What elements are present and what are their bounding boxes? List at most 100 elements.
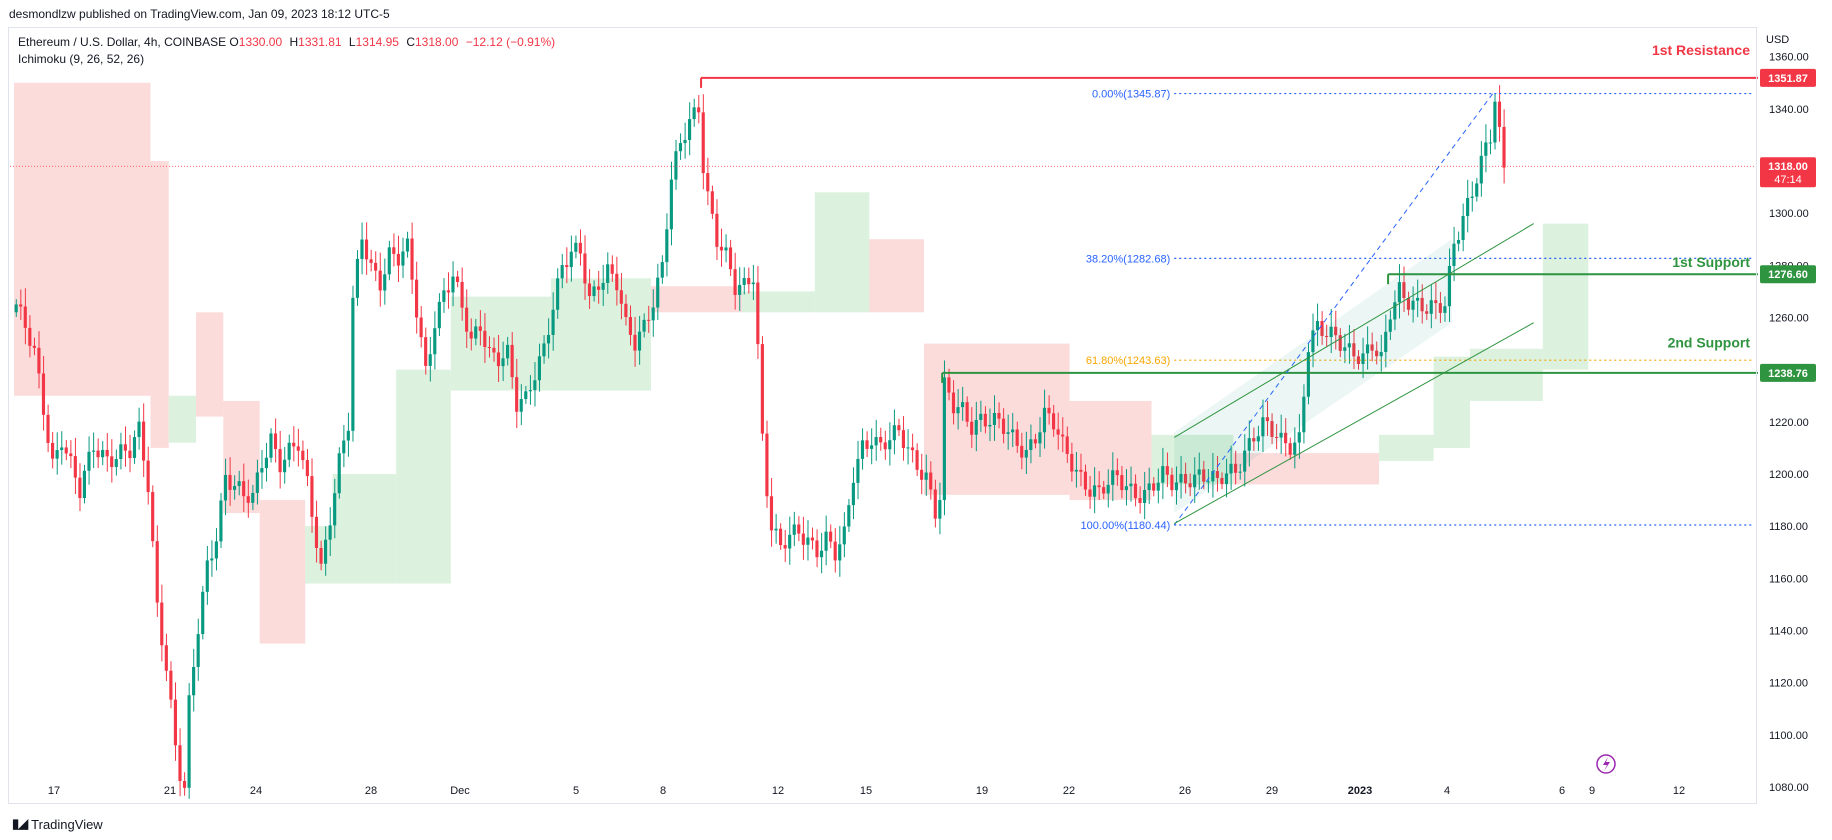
candle-body xyxy=(151,492,155,542)
cloud-segment xyxy=(651,286,742,313)
candle-body xyxy=(1211,471,1215,482)
candle-body xyxy=(1197,469,1201,475)
candle-body xyxy=(469,331,473,339)
candle-body xyxy=(314,516,319,548)
candle-body xyxy=(82,470,86,498)
candle-body xyxy=(578,242,582,254)
candle-body xyxy=(901,430,905,448)
candle-body xyxy=(1061,434,1065,437)
candle-body xyxy=(392,247,396,254)
candle-body xyxy=(96,450,100,458)
candle-body xyxy=(965,402,969,422)
candle-body xyxy=(1111,470,1115,485)
candle-body xyxy=(974,420,978,435)
candle-body xyxy=(415,279,419,318)
candle-body xyxy=(1402,282,1406,298)
candle-body xyxy=(983,413,987,427)
candle-body xyxy=(788,534,792,549)
cloud-segment xyxy=(168,395,196,443)
candle-body xyxy=(510,344,514,378)
candle-body xyxy=(301,450,305,461)
indicator-legend[interactable]: Ichimoku (9, 26, 52, 26) xyxy=(18,52,145,66)
candle-body xyxy=(1420,297,1424,312)
candle-body xyxy=(1466,197,1470,217)
tradingview-brand[interactable]: ▮◢ TradingView xyxy=(12,816,103,832)
candle-body xyxy=(1361,353,1365,364)
candle-body xyxy=(214,541,218,559)
candle-body xyxy=(1015,429,1019,446)
time-tick-label: 4 xyxy=(1444,785,1450,797)
candle-body xyxy=(637,331,642,351)
candle-body xyxy=(1011,429,1015,433)
candle-body xyxy=(533,380,537,391)
candle-body xyxy=(569,251,573,268)
candle-body xyxy=(597,286,601,290)
candle-body xyxy=(1502,126,1506,168)
time-tick-label: 5 xyxy=(573,785,579,797)
candle-body xyxy=(551,309,555,335)
candle-body xyxy=(688,119,692,140)
candle-body xyxy=(1238,471,1242,473)
candle-body xyxy=(1179,473,1183,483)
candle-body xyxy=(865,440,869,449)
candle-body xyxy=(173,699,177,746)
candle-body xyxy=(1379,352,1383,357)
first-resistance-label: 1st Resistance xyxy=(1652,42,1750,58)
candle-body xyxy=(1320,321,1324,336)
candle-body xyxy=(1256,436,1260,442)
candle-body xyxy=(856,458,860,483)
candle-body xyxy=(251,492,255,503)
candle-body xyxy=(123,444,127,451)
symbol-legend: Ethereum / U.S. Dollar, 4h, COINBASE O13… xyxy=(18,35,559,49)
price-tick-label: 1180.00 xyxy=(1769,521,1808,533)
candle-body xyxy=(1038,432,1042,444)
candle-body xyxy=(642,319,646,332)
candle-body xyxy=(342,440,346,454)
candle-body xyxy=(1092,485,1097,497)
candle-body xyxy=(774,528,778,531)
cloud-segment xyxy=(869,239,924,313)
cloud-segment xyxy=(742,291,815,313)
candle-body xyxy=(192,666,196,696)
candle-body xyxy=(164,645,168,671)
candle-body xyxy=(910,447,915,451)
candle-body xyxy=(255,472,259,493)
candle-body xyxy=(819,550,824,558)
candle-body xyxy=(1088,489,1092,497)
cloud-segment xyxy=(150,161,169,448)
time-tick-label: 9 xyxy=(1589,785,1595,797)
candle-body xyxy=(1411,300,1415,310)
fib-level-label: 38.20%(1282.68) xyxy=(1086,253,1170,265)
candle-body xyxy=(14,304,18,313)
candle-body xyxy=(1365,344,1370,354)
cloud-segment xyxy=(1233,453,1379,485)
candle-body xyxy=(797,524,801,534)
candle-body xyxy=(542,343,546,357)
candle-body xyxy=(810,537,814,541)
candle-body xyxy=(346,430,350,441)
candle-body xyxy=(1193,474,1197,488)
candle-body xyxy=(956,407,960,414)
time-tick-label: 8 xyxy=(660,785,666,797)
candle-body xyxy=(769,496,774,531)
candle-body xyxy=(228,474,232,490)
candle-body xyxy=(1356,356,1360,364)
candle-body xyxy=(674,151,678,180)
candle-body xyxy=(278,449,282,473)
candle-body xyxy=(656,277,660,308)
time-tick-label: 12 xyxy=(1673,785,1685,797)
cloud-segment xyxy=(1379,434,1434,461)
price-tick-label: 1140.00 xyxy=(1769,625,1808,637)
cloud-segment xyxy=(196,312,224,417)
candle-body xyxy=(683,139,687,144)
low-label: L xyxy=(348,35,356,49)
candle-body xyxy=(633,334,637,351)
candle-body xyxy=(169,670,173,700)
candle-body xyxy=(651,307,655,321)
candle-body xyxy=(842,526,846,545)
candle-body xyxy=(838,544,842,561)
candle-body xyxy=(665,229,669,263)
candle-body xyxy=(396,253,400,266)
resistance-price-badge xyxy=(1760,68,1816,87)
